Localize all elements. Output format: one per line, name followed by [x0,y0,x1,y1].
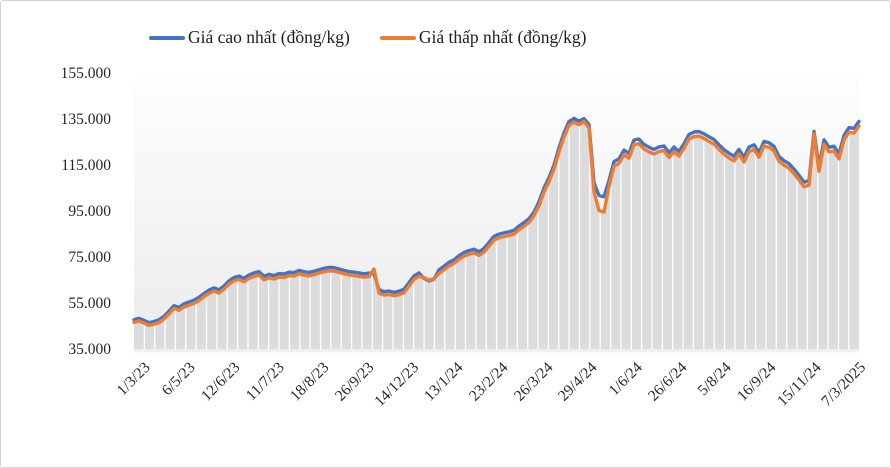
y-axis-tick-label: 95.000 [68,203,111,221]
chart-legend: Giá cao nhất (đồng/kg) Giá thấp nhất (đồ… [149,27,587,48]
y-axis-tick-label: 35.000 [68,340,111,358]
legend-item-high: Giá cao nhất (đồng/kg) [149,27,350,48]
y-axis-tick-label: 155.000 [60,65,111,83]
legend-label-high: Giá cao nhất (đồng/kg) [188,27,350,47]
legend-item-low: Giá thấp nhất (đồng/kg) [379,27,587,48]
y-axis-tick-label: 115.000 [61,157,111,175]
legend-label-low: Giá thấp nhất (đồng/kg) [418,27,587,47]
y-axis-tick-label: 135.000 [60,111,111,129]
y-axis-tick-label: 75.000 [68,249,111,266]
y-axis-tick-label: 55.000 [68,294,111,312]
legend-line-marker-low [379,35,416,40]
legend-line-marker-high [149,35,185,40]
